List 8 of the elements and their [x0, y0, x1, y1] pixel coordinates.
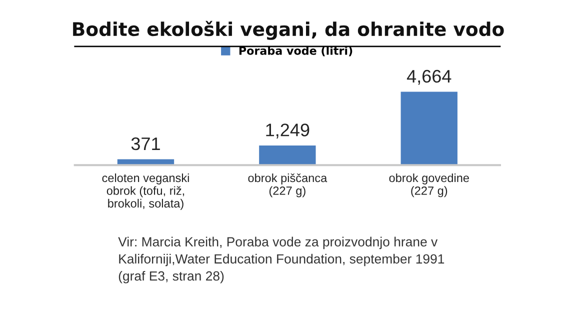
data-label: 1,249 — [266, 124, 310, 138]
x-tick-label: obrok govedine (227 g) — [389, 173, 469, 198]
data-label: 4,664 — [406, 70, 452, 85]
chart-title: Bodite ekološki vegani, da ohranite vodo — [73, 20, 504, 40]
data-label: 371 — [131, 137, 160, 150]
x-tick-label: celoten veganski obrok (tofu, riž, brokoli, solata) — [102, 173, 189, 210]
text: Vir: Marcia Kreith, Poraba vode za proizvodnjo hrane v Kaliforniji,Water Education Foundation, september 1991 (graf E3, stran 28) — [118, 236, 444, 284]
x-tick-label: obrok piščanca (227 g) — [248, 173, 328, 198]
